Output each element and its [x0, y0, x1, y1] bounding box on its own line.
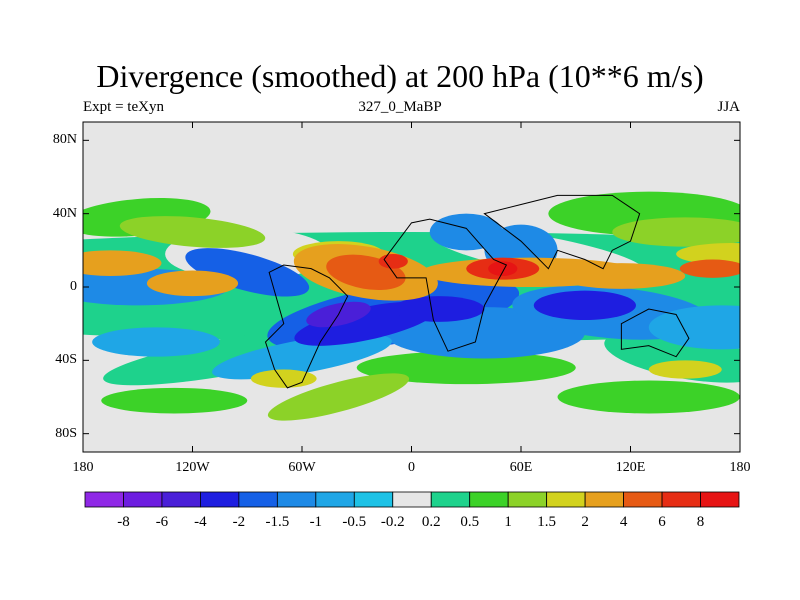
- colorbar-label: -1: [309, 514, 323, 530]
- field-patch: [101, 387, 248, 414]
- field-patch: [267, 373, 410, 421]
- colorbar-label: -1.5: [265, 514, 290, 530]
- colorbar-swatch: [469, 491, 509, 508]
- colorbar-swatch: [161, 491, 201, 508]
- colorbar: [84, 491, 740, 508]
- field-patch: [604, 330, 740, 383]
- colorbar-label: 0.5: [460, 514, 480, 530]
- field-patch: [146, 270, 239, 297]
- x-tick-label: 180: [729, 460, 751, 475]
- y-tick-label: 40N: [52, 205, 77, 221]
- x-tick-label: 0: [408, 460, 415, 475]
- colorbar-swatch: [200, 491, 240, 508]
- colorbar-swatch: [623, 491, 663, 508]
- field-patch: [533, 290, 636, 321]
- field-patch: [119, 216, 266, 248]
- run-label: 327_0_MaBP: [358, 99, 442, 115]
- field-patch: [648, 360, 722, 379]
- colorbar-label: -0.2: [380, 514, 405, 530]
- colorbar-swatch: [507, 491, 548, 508]
- field-patch: [429, 213, 503, 251]
- colorbar-swatch: [276, 491, 317, 508]
- y-tick-label: 0: [70, 279, 77, 294]
- field-patch: [648, 305, 740, 350]
- colorbar-swatch: [84, 491, 124, 508]
- field-patch: [393, 296, 485, 322]
- colorbar-swatch: [315, 491, 355, 508]
- field-patch: [92, 327, 220, 357]
- colorbar-swatch: [661, 491, 701, 508]
- x-tick-label: 180: [72, 460, 94, 475]
- field-patch: [557, 380, 740, 414]
- continent-outline: [620, 308, 690, 358]
- field-patch: [356, 351, 576, 385]
- plot-title: Divergence (smoothed) at 200 hPa (10**6 …: [96, 58, 704, 94]
- field-patch: [612, 217, 740, 247]
- divergence-field: [83, 191, 740, 421]
- field-patch: [679, 259, 740, 278]
- field-patch: [378, 254, 408, 269]
- continent-outline: [483, 194, 641, 270]
- colorbar-swatch: [392, 491, 432, 508]
- field-patch: [212, 333, 392, 380]
- colorbar-swatch: [353, 491, 394, 508]
- colorbar-swatch: [584, 491, 624, 508]
- field-patch: [676, 243, 740, 265]
- field-patch: [185, 248, 310, 297]
- colorbar-label: -0.5: [342, 514, 367, 530]
- field-patch: [83, 250, 162, 276]
- x-tick-label: 60W: [288, 460, 316, 475]
- colorbar-swatch: [546, 491, 586, 508]
- y-tick-label: 80N: [52, 132, 77, 148]
- field-patch: [488, 261, 518, 276]
- colorbar-label: 6: [658, 514, 666, 530]
- colorbar-label: -4: [194, 514, 207, 530]
- experiment-label: Expt = teXyn: [83, 99, 164, 115]
- colorbar-swatch: [123, 491, 163, 508]
- colorbar-swatch: [700, 491, 740, 508]
- y-tick-label: 80S: [55, 425, 77, 441]
- x-tick-label: 120W: [175, 460, 210, 475]
- colorbar-label: 8: [696, 514, 705, 530]
- season-label: JJA: [717, 99, 740, 115]
- x-tick-label: 120E: [615, 460, 646, 475]
- axis-ticks: [82, 122, 741, 452]
- continent-outline: [264, 264, 349, 389]
- colorbar-label: 4: [619, 514, 628, 530]
- colorbar-swatch: [430, 491, 471, 508]
- colorbar-label: 0.2: [421, 514, 441, 530]
- continent-outline: [383, 218, 508, 352]
- colorbar-label: -8: [117, 514, 130, 530]
- x-tick-label: 60E: [509, 460, 533, 475]
- colorbar-label: 2: [581, 514, 589, 530]
- field-patch: [557, 263, 686, 289]
- colorbar-swatch: [238, 491, 278, 508]
- colorbar-label: -6: [155, 514, 169, 530]
- colorbar-label: 1: [504, 514, 512, 530]
- y-tick-label: 40S: [55, 352, 77, 368]
- colorbar-label: -2: [232, 514, 246, 530]
- coastline: [264, 194, 690, 389]
- colorbar-label: 1.5: [537, 514, 557, 530]
